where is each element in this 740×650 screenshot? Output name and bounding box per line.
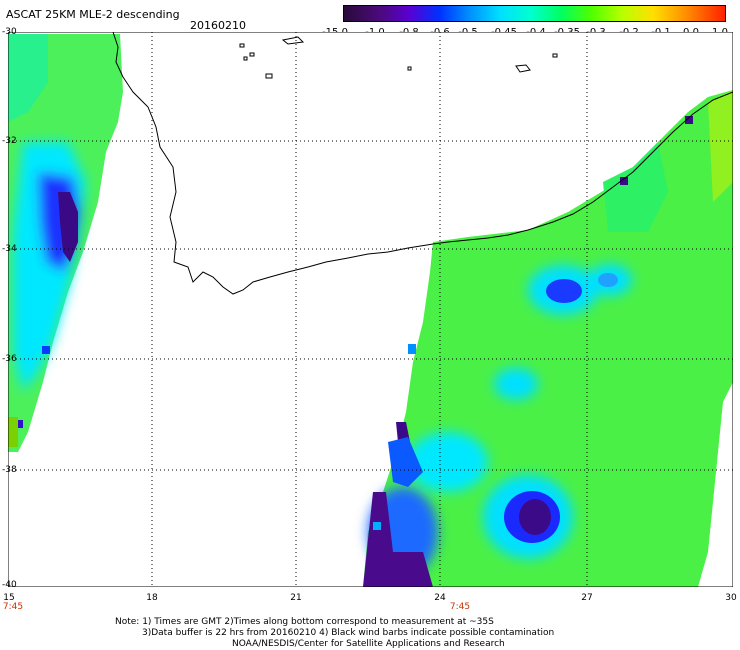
color-bar <box>343 5 726 22</box>
islands <box>239 36 558 79</box>
y-axis-label: -40 <box>2 580 17 590</box>
right-swath <box>363 90 733 587</box>
y-axis-label: -34 <box>2 244 17 254</box>
coastline <box>112 32 733 295</box>
product-title: ASCAT 25KM MLE-2 descending <box>6 8 180 21</box>
x-axis-label: 18 <box>146 593 158 603</box>
time-label: 7:45 <box>449 602 471 612</box>
time-label: 7:45 <box>2 602 24 612</box>
note-line-1: Note: 1) Times are GMT 2)Times along bot… <box>115 617 494 627</box>
x-axis-label: 24 <box>434 593 446 603</box>
grid <box>8 32 733 587</box>
y-axis-label: -32 <box>2 136 17 146</box>
y-axis-label: -36 <box>2 354 17 364</box>
note-line-3: NOAA/NESDIS/Center for Satellite Applica… <box>232 639 505 649</box>
x-axis-label: 15 <box>3 593 15 603</box>
y-axis-label: -30 <box>2 27 17 37</box>
note-line-2: 3)Data buffer is 22 hrs from 20160210 4)… <box>142 628 555 638</box>
y-axis-label: -38 <box>2 465 17 475</box>
wind-map <box>8 32 733 587</box>
x-axis-label: 27 <box>581 593 593 603</box>
x-axis-label: 21 <box>290 593 302 603</box>
x-axis-label: 30 <box>725 593 737 603</box>
left-swath <box>8 34 123 452</box>
product-date: 20160210 <box>190 19 246 32</box>
